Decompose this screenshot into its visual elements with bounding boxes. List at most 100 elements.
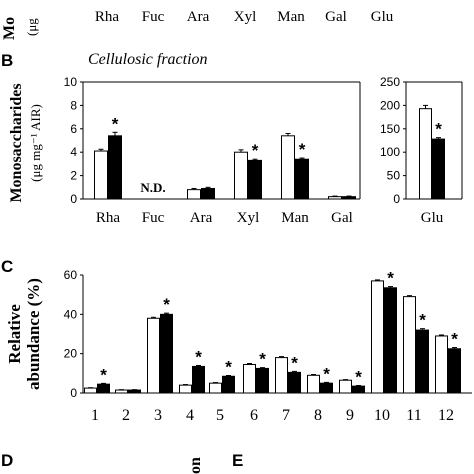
bar-control	[419, 108, 432, 200]
significance-star: *	[419, 311, 426, 330]
y-tick-label: 0	[393, 192, 400, 206]
bar-treatment	[384, 287, 397, 394]
top-category-label: Man	[277, 9, 305, 25]
nd-annotation: N.D.	[140, 180, 165, 195]
top-category-label: Ara	[187, 9, 210, 25]
x-tick-label: 9	[346, 407, 354, 424]
y-tick-label: 200	[380, 98, 400, 112]
top-category-labels: Rha Fuc Ara Xyl Man Gal Glu	[95, 9, 394, 25]
x-tick-label: Man	[281, 210, 309, 226]
bar-treatment	[160, 313, 173, 394]
x-tick-label: 7	[282, 407, 290, 424]
top-ylabel-fragment: Mo	[1, 17, 18, 40]
bar-treatment	[192, 365, 205, 394]
bar-control	[187, 189, 201, 200]
y-tick-label: 60	[64, 268, 78, 282]
panel-b-letter: B	[1, 51, 13, 70]
bottom-partial: D E on	[1, 451, 243, 474]
x-tick-label: Glu	[421, 210, 444, 226]
bar-control	[84, 387, 97, 394]
top-unit-fragment: (μg	[24, 18, 39, 36]
significance-star: *	[323, 364, 330, 383]
significance-star: *	[112, 114, 119, 133]
bar-treatment	[128, 389, 141, 394]
top-category-label: Xyl	[234, 9, 257, 25]
bar-control	[243, 363, 256, 394]
y-tick-label: 8	[70, 98, 77, 112]
y-tick-label: 0	[70, 386, 77, 400]
x-tick-label: 6	[250, 407, 258, 424]
significance-star: *	[299, 140, 306, 159]
y-tick-label: 20	[64, 347, 78, 361]
panel-b-glucose-plot: 0 50 100 150 200 250 * Glu	[380, 75, 463, 226]
bar-control	[339, 379, 352, 394]
significance-star: *	[252, 141, 259, 160]
y-tick-label: 4	[70, 145, 77, 159]
bar-treatment	[432, 138, 445, 200]
panel-b: B Cellulosic fraction Monosaccharides (μ…	[1, 51, 463, 226]
bar-control	[403, 296, 416, 394]
bar-control	[209, 382, 222, 394]
significance-star: *	[387, 269, 394, 288]
y-tick-label: 150	[380, 122, 400, 136]
bar-treatment	[416, 329, 429, 394]
y-tick-label: 2	[70, 169, 77, 183]
significance-star: *	[225, 357, 232, 376]
y-tick-label: 100	[380, 145, 400, 159]
bar-treatment	[108, 135, 122, 200]
significance-star: *	[291, 353, 298, 372]
top-category-label: Fuc	[142, 9, 165, 25]
significance-star: *	[355, 368, 362, 387]
x-tick-label: 10	[374, 407, 390, 424]
significance-star: *	[451, 330, 458, 349]
panel-c-ylabel-line2: abundance (%)	[24, 278, 43, 390]
x-tick-label: Fuc	[142, 210, 165, 226]
panel-c-letter: C	[1, 257, 13, 276]
panel-b-main-plot: 0 2 4 6 8 10 * Rha Fuc Ara * Xyl * Man Gal N.D.	[64, 75, 361, 226]
y-tick-label: 0	[70, 192, 77, 206]
panel-b-title: Cellulosic fraction	[88, 51, 208, 68]
bar-control	[281, 135, 295, 200]
panel-d-letter: D	[1, 451, 13, 470]
top-category-label: Glu	[371, 9, 394, 25]
bar-control	[328, 196, 342, 200]
bar-control	[115, 389, 128, 394]
bar-treatment	[342, 196, 356, 200]
x-tick-label: 3	[154, 407, 162, 424]
bar-treatment	[295, 158, 309, 200]
top-category-label: Rha	[95, 9, 120, 25]
x-tick-label: Rha	[96, 210, 121, 226]
x-tick-label: 5	[216, 407, 224, 424]
bar-control	[147, 317, 160, 394]
bar-treatment	[248, 159, 262, 200]
significance-star: *	[163, 295, 170, 314]
bar-treatment	[201, 187, 215, 200]
y-tick-label: 10	[64, 75, 78, 89]
y-tick-label: 6	[70, 122, 77, 136]
significance-star: *	[100, 365, 107, 384]
bar-treatment	[320, 382, 333, 394]
x-tick-label: 2	[122, 407, 130, 424]
panel-b-unit: (μg mg⁻¹ AIR)	[28, 104, 43, 182]
bar-control	[234, 151, 248, 200]
y-tick-label: 40	[64, 307, 78, 321]
x-tick-label: 4	[186, 407, 194, 424]
x-tick-label: 1	[91, 407, 99, 424]
bar-treatment	[448, 348, 461, 394]
bar-control	[435, 335, 448, 394]
y-tick-label: 250	[380, 75, 400, 89]
x-tick-label: Xyl	[237, 210, 260, 226]
bar-treatment	[352, 385, 365, 394]
bar-control	[94, 150, 108, 200]
significance-star: *	[195, 347, 202, 366]
bar-treatment	[288, 371, 301, 394]
top-category-label: Gal	[325, 9, 347, 25]
x-tick-label: 11	[406, 407, 421, 424]
bar-control	[371, 280, 384, 394]
bar-treatment	[222, 375, 235, 394]
x-tick-label: 8	[314, 407, 322, 424]
x-tick-label: 12	[438, 407, 454, 424]
x-tick-label: Ara	[190, 210, 213, 226]
